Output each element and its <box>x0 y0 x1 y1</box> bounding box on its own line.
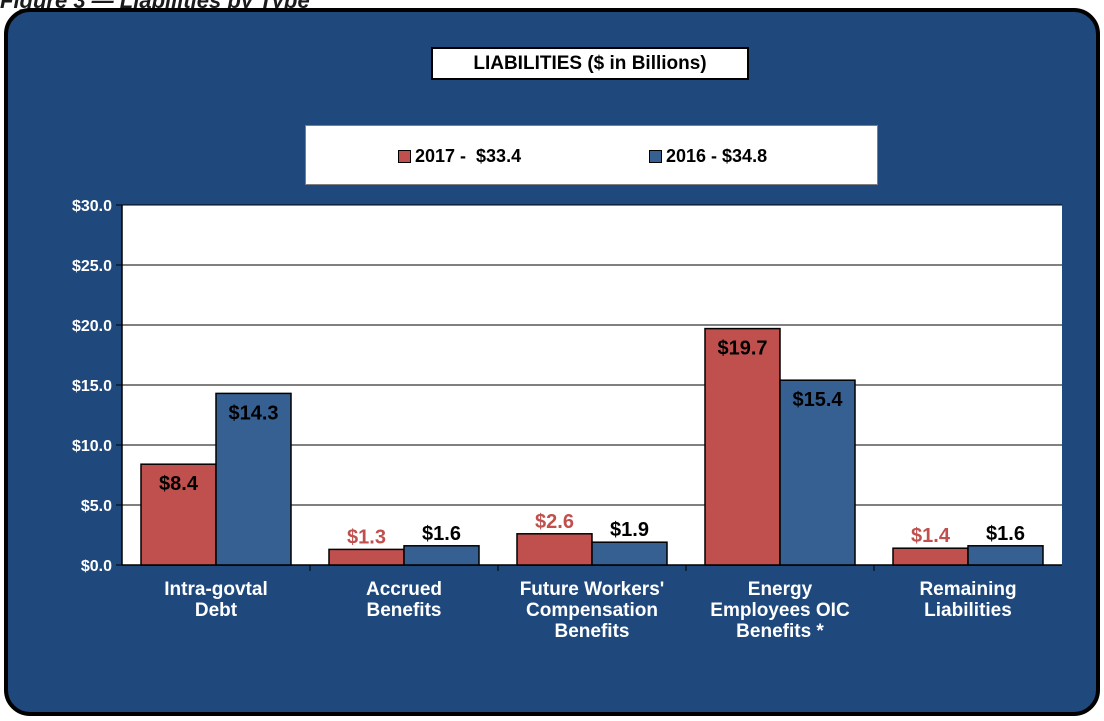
chart-title: LIABILITIES ($ in Billions) <box>431 47 749 80</box>
ytick-label-4: $20.0 <box>72 318 112 335</box>
bar-2016-4 <box>967 545 1044 566</box>
xtick-label-4: Remaining Liabilities <box>919 579 1016 621</box>
data-label-2016-4: $1.6 <box>986 523 1025 545</box>
bar-2017-2 <box>516 533 593 566</box>
ytick-label-1: $5.0 <box>81 498 112 515</box>
xtick-label-1: Accrued Benefits <box>366 579 442 621</box>
legend-swatch-2017 <box>398 150 411 163</box>
ytick-label-0: $0.0 <box>81 558 112 575</box>
data-label-2016-0: $14.3 <box>228 402 278 424</box>
data-label-2016-1: $1.6 <box>422 523 461 545</box>
legend-item-2017: 2017 - $33.4 <box>398 146 521 167</box>
ytick-label-5: $25.0 <box>72 258 112 275</box>
data-label-2017-3: $19.7 <box>717 338 767 360</box>
xtick-label-3: Energy Employees OIC Benefits * <box>710 579 850 642</box>
bar-2016-3 <box>779 379 856 566</box>
bar-2017-3 <box>704 327 781 566</box>
legend-item-2016: 2016 - $34.8 <box>649 146 767 167</box>
bar-2016-0 <box>215 392 292 566</box>
legend-swatch-2016 <box>649 150 662 163</box>
bar-2017-1 <box>328 548 405 566</box>
data-label-2017-2: $2.6 <box>535 511 574 533</box>
bar-2016-2 <box>591 541 668 566</box>
ytick-label-6: $30.0 <box>72 198 112 215</box>
data-label-2017-1: $1.3 <box>347 526 386 548</box>
data-label-2016-3: $15.4 <box>792 389 843 411</box>
data-label-2016-2: $1.9 <box>610 519 649 541</box>
legend-label-2017: 2017 - $33.4 <box>415 146 522 166</box>
bar-2016-1 <box>403 545 480 566</box>
legend-label-2016: 2016 - $34.8 <box>666 146 768 166</box>
bar-2017-4 <box>892 547 969 566</box>
legend: 2017 - $33.4 2016 - $34.8 <box>305 125 878 185</box>
xtick-label-2: Future Workers' Compensation Benefits <box>520 579 665 642</box>
ytick-label-2: $10.0 <box>72 438 112 455</box>
data-label-2017-0: $8.4 <box>159 473 199 495</box>
xtick-label-0: Intra-govtal Debt <box>164 579 267 621</box>
data-label-2017-4: $1.4 <box>911 525 951 547</box>
ytick-label-3: $15.0 <box>72 378 112 395</box>
